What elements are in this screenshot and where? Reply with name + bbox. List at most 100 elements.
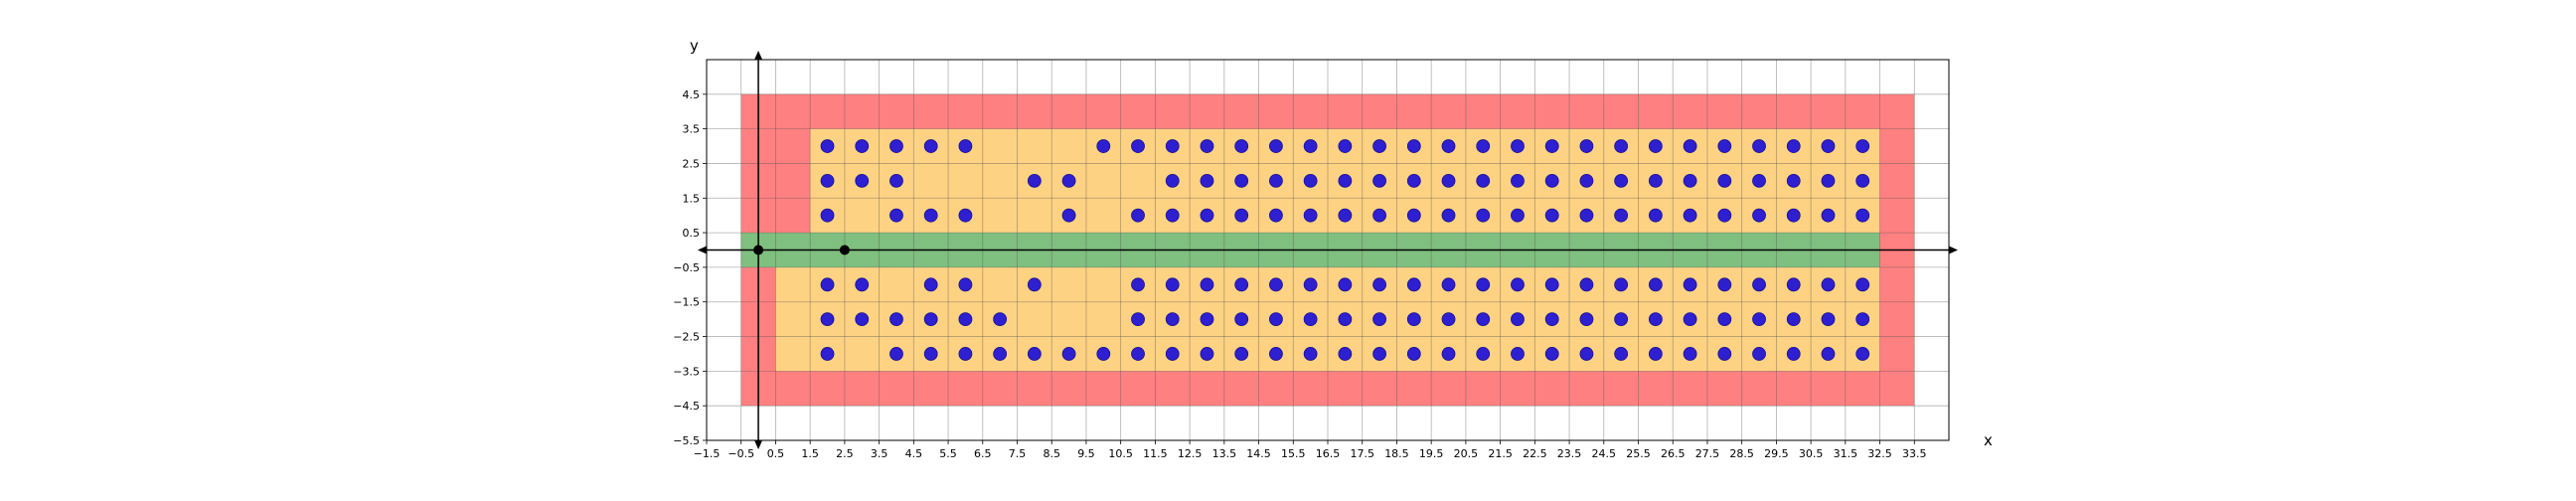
data-point [1476,312,1491,327]
data-point [1855,139,1870,153]
data-point [1303,139,1318,153]
data-point [1165,173,1180,188]
data-point [1234,208,1249,223]
y-tick-label: −0.5 [673,261,700,274]
data-point [923,277,938,292]
x-axis-arrow-right [1949,246,1958,254]
data-point [1683,208,1697,223]
data-point [1372,347,1386,361]
data-point [1165,208,1180,223]
data-point [855,312,870,327]
data-point [1200,347,1214,361]
data-point [1821,208,1836,223]
x-tick-label: −1.5 [694,447,721,460]
data-point [1648,277,1663,292]
x-tick-label: 17.5 [1350,447,1374,460]
data-point [1683,277,1697,292]
y-tick-label: 4.5 [683,88,701,101]
x-tick-label: 2.5 [836,447,854,460]
data-point [1717,139,1732,153]
data-point [1648,312,1663,327]
data-point [1406,208,1421,223]
data-point [1372,139,1386,153]
data-point [1406,277,1421,292]
data-point [889,139,903,153]
data-point [1752,139,1766,153]
data-point [1338,347,1353,361]
data-point [889,312,903,327]
data-point [1752,347,1766,361]
y-tick-label: −2.5 [673,331,700,344]
data-point [1234,312,1249,327]
data-point [1269,208,1283,223]
data-point [1406,139,1421,153]
data-point [1441,173,1456,188]
data-point [1234,173,1249,188]
x-tick-label: 10.5 [1108,447,1133,460]
data-point [1234,139,1249,153]
x-tick-label: 20.5 [1454,447,1479,460]
x-tick-label: 18.5 [1384,447,1409,460]
data-point [1476,347,1491,361]
data-point [1165,312,1180,327]
x-tick-label: 19.5 [1419,447,1444,460]
y-tick-label: 3.5 [683,123,701,136]
data-point [855,277,870,292]
black-point [839,245,850,255]
data-point [1200,312,1214,327]
data-point [1441,347,1456,361]
data-point [958,208,973,223]
data-point [1544,208,1559,223]
x-tick-label: 12.5 [1178,447,1203,460]
data-point [1855,208,1870,223]
data-point [923,347,938,361]
x-tick-label: 29.5 [1764,447,1789,460]
x-tick-label: 24.5 [1592,447,1617,460]
data-point [1303,208,1318,223]
x-tick-label: 31.5 [1834,447,1858,460]
data-point [1579,312,1594,327]
data-point [1131,139,1145,153]
data-point [1683,139,1697,153]
x-tick-label: 25.5 [1626,447,1651,460]
x-tick-label: 30.5 [1799,447,1824,460]
data-point [993,312,1008,327]
data-point [820,347,835,361]
data-point [1614,347,1629,361]
data-point [889,347,903,361]
data-point [993,347,1008,361]
data-point [1269,312,1283,327]
data-point [1234,277,1249,292]
x-tick-label: 21.5 [1488,447,1513,460]
data-point [1269,139,1283,153]
data-point [1544,347,1559,361]
x-tick-label: 6.5 [974,447,992,460]
data-point [1200,277,1214,292]
data-point [1855,277,1870,292]
data-point [1200,139,1214,153]
data-point [1200,173,1214,188]
x-tick-label: 3.5 [871,447,888,460]
data-point [1821,277,1836,292]
data-point [1476,277,1491,292]
y-tick-label: −3.5 [673,365,700,378]
x-tick-label: 15.5 [1281,447,1306,460]
x-tick-label: −0.5 [727,447,754,460]
y-tick-label: −1.5 [673,296,700,309]
data-point [1717,312,1732,327]
data-point [1165,277,1180,292]
data-point [1511,312,1525,327]
x-tick-label: 5.5 [939,447,957,460]
data-point [1131,208,1145,223]
data-point [1648,347,1663,361]
data-point [1476,208,1491,223]
y-tick-label: 1.5 [683,192,701,205]
x-tick-label: 7.5 [1009,447,1027,460]
data-point [1338,173,1353,188]
data-point [923,312,938,327]
data-point [1338,208,1353,223]
y-tick-label: 2.5 [683,157,701,170]
data-point [820,173,835,188]
y-axis-arrow-up [754,51,763,60]
data-point [958,277,973,292]
